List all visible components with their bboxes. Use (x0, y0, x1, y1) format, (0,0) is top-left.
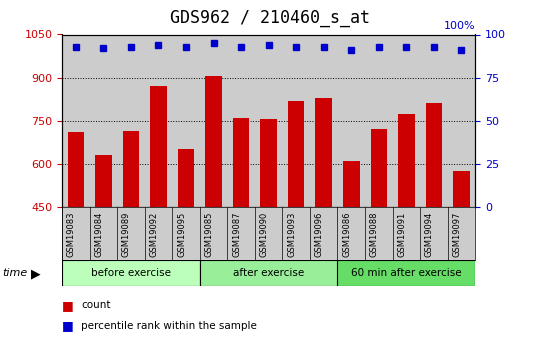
Bar (315, 98, 332, 207)
Text: GSM19092: GSM19092 (150, 211, 159, 257)
Text: GSM19086: GSM19086 (342, 211, 351, 257)
Bar (343, 161, 360, 207)
Text: before exercise: before exercise (91, 268, 171, 278)
Text: GSM19096: GSM19096 (315, 211, 323, 257)
Text: time: time (3, 268, 28, 278)
Text: GSM19091: GSM19091 (397, 211, 406, 257)
Text: percentile rank within the sample: percentile rank within the sample (81, 321, 257, 331)
Bar (95, 155, 112, 207)
Bar (68, 132, 84, 207)
Bar (288, 101, 305, 207)
Text: GSM19095: GSM19095 (177, 211, 186, 257)
Bar (178, 149, 194, 207)
Bar (200, 260, 338, 286)
Text: GSM19083: GSM19083 (67, 211, 76, 257)
Text: ▶: ▶ (31, 267, 41, 280)
Text: ■: ■ (62, 299, 74, 312)
Text: GSM19093: GSM19093 (287, 211, 296, 257)
Bar (260, 119, 277, 207)
Text: GSM19088: GSM19088 (370, 211, 379, 257)
Text: GSM19084: GSM19084 (94, 211, 104, 257)
Text: GSM19087: GSM19087 (232, 211, 241, 257)
Text: 100%: 100% (443, 21, 475, 31)
Bar (453, 171, 470, 207)
Bar (426, 104, 442, 207)
Bar (370, 129, 387, 207)
Bar (338, 260, 475, 286)
Text: count: count (81, 300, 111, 310)
Bar (398, 114, 415, 207)
Bar (233, 118, 249, 207)
Text: GSM19094: GSM19094 (425, 211, 434, 257)
Bar (205, 76, 222, 207)
Text: GDS962 / 210460_s_at: GDS962 / 210460_s_at (170, 9, 370, 27)
Text: ■: ■ (62, 319, 74, 333)
Text: 60 min after exercise: 60 min after exercise (351, 268, 462, 278)
Text: GSM19097: GSM19097 (453, 211, 461, 257)
Bar (62, 260, 200, 286)
Bar (123, 131, 139, 207)
Text: GSM19090: GSM19090 (260, 211, 269, 257)
Bar (150, 86, 167, 207)
Text: GSM19089: GSM19089 (122, 211, 131, 257)
Text: after exercise: after exercise (233, 268, 304, 278)
Text: GSM19085: GSM19085 (205, 211, 214, 257)
